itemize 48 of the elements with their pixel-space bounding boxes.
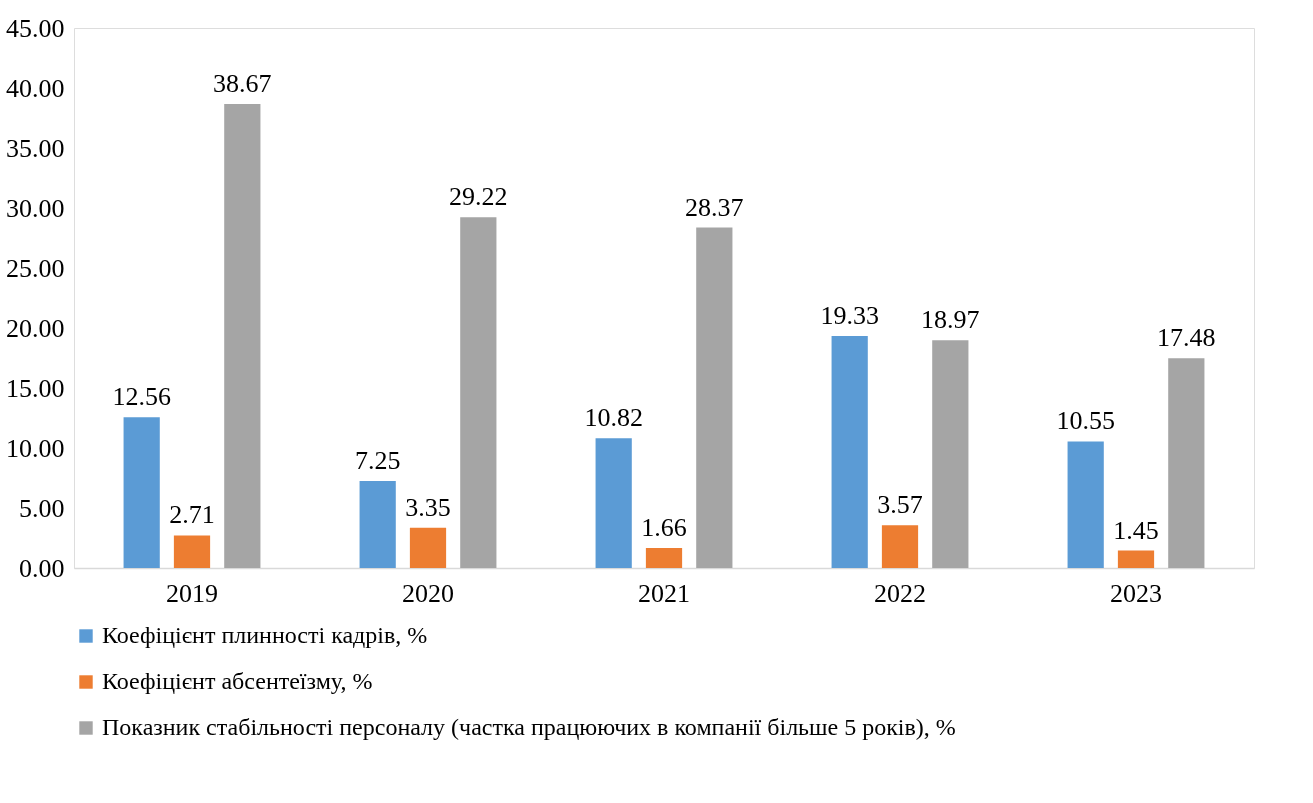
y-tick-label: 30.00	[6, 193, 65, 223]
x-tick-label: 2019	[166, 578, 218, 608]
data-label: 18.97	[921, 305, 980, 335]
data-label: 29.22	[449, 182, 508, 212]
bar	[1117, 550, 1155, 568]
y-tick-label: 10.00	[6, 433, 65, 463]
legend-label: Коефіцієнт плинності кадрів, %	[102, 622, 428, 648]
bar	[460, 217, 497, 568]
x-tick-label: 2021	[638, 578, 690, 608]
y-tick-label: 15.00	[6, 373, 65, 403]
bar	[409, 527, 447, 568]
bar	[1067, 441, 1104, 568]
data-label: 2.71	[169, 500, 215, 530]
x-tick-label: 2022	[874, 578, 926, 608]
data-label: 10.82	[584, 403, 643, 433]
bar	[595, 438, 632, 568]
data-label: 38.67	[213, 68, 272, 98]
data-label: 28.37	[685, 192, 744, 222]
bar	[123, 417, 160, 568]
data-label: 17.48	[1157, 323, 1216, 353]
y-tick-label: 0.00	[19, 553, 65, 583]
bar	[224, 103, 261, 568]
y-tick-label: 35.00	[6, 133, 65, 163]
x-tick-label: 2020	[402, 578, 454, 608]
bar	[932, 340, 969, 568]
data-label: 3.35	[405, 492, 451, 522]
data-label: 3.57	[877, 490, 923, 520]
legend-label: Показник стабільності персоналу (частка працюючих в компанії більше 5 років), %	[102, 714, 956, 740]
y-tick-label: 25.00	[6, 253, 65, 283]
data-label: 12.56	[112, 382, 171, 412]
bar	[359, 481, 396, 568]
data-label: 7.25	[354, 446, 401, 475]
data-label: 10.55	[1056, 406, 1115, 436]
bar	[881, 525, 919, 568]
y-tick-label: 20.00	[6, 313, 65, 343]
data-label: 1.66	[641, 513, 687, 543]
y-tick-label: 5.00	[19, 493, 65, 523]
bar	[645, 548, 683, 568]
x-tick-label: 2023	[1110, 578, 1162, 608]
y-tick-label: 45.00	[6, 13, 65, 43]
data-label: 1.45	[1113, 515, 1159, 545]
bar	[831, 336, 868, 568]
legend-label: Коефіцієнт абсентеїзму, %	[102, 668, 373, 694]
bar	[173, 535, 211, 568]
data-label: 19.33	[820, 301, 879, 331]
bar	[696, 227, 733, 568]
y-tick-label: 40.00	[6, 73, 65, 103]
bar	[1168, 358, 1205, 568]
